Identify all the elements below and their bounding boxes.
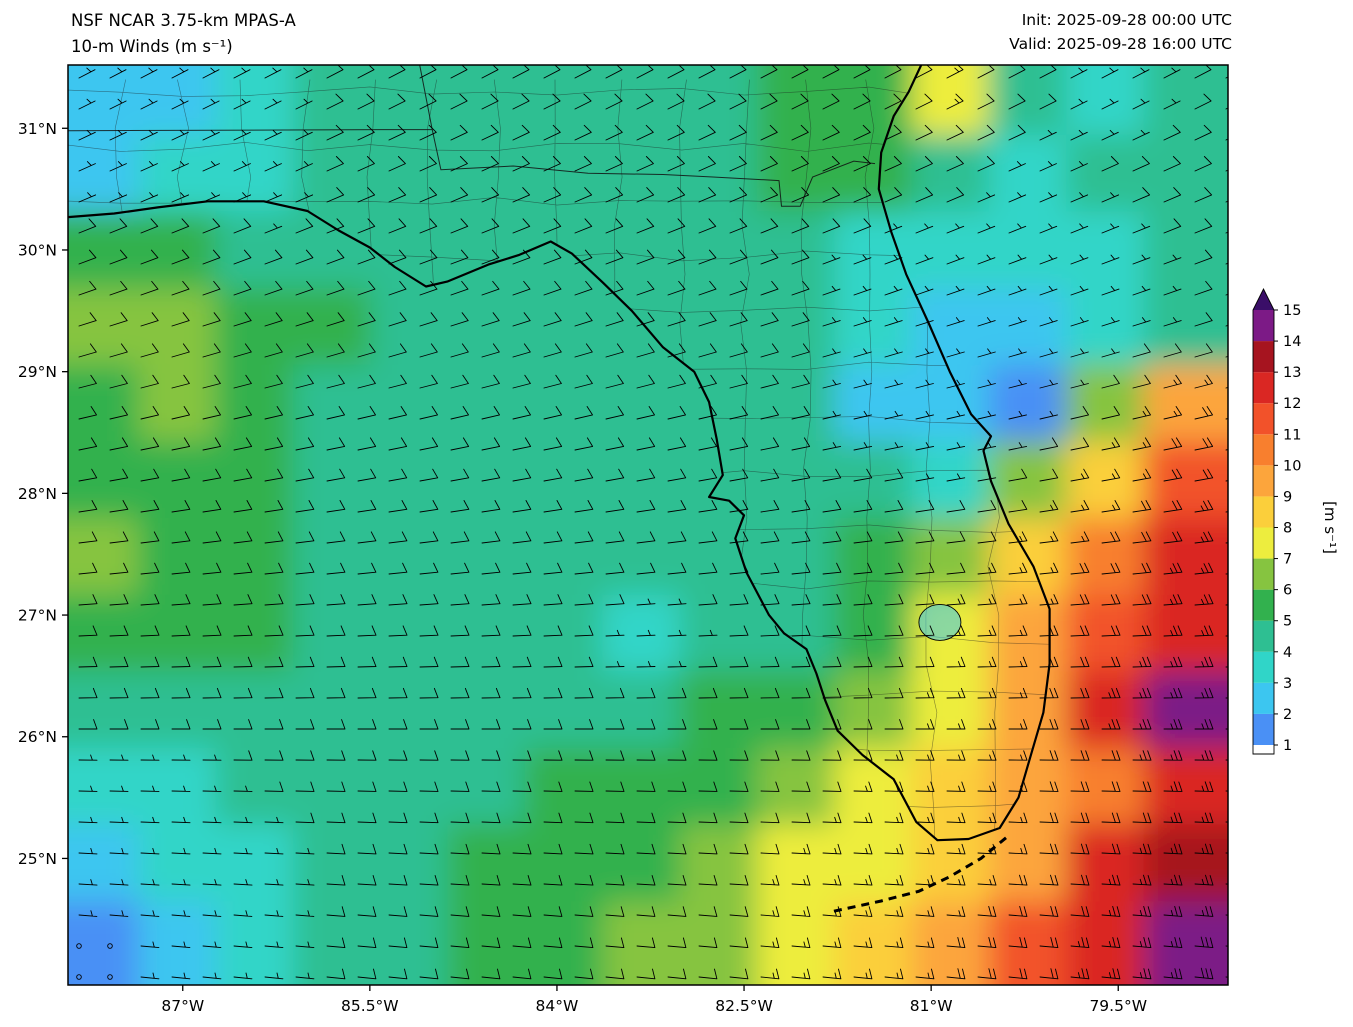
colorbar-tick-label: 11 <box>1283 427 1301 443</box>
colorbar-tick-label: 13 <box>1283 365 1301 381</box>
speed-field <box>68 65 1228 985</box>
valid-time: Valid: 2025-09-28 16:00 UTC <box>1009 35 1232 54</box>
lat-tick-label: 28°N <box>18 485 57 503</box>
colorbar-tick-label: 12 <box>1283 396 1301 412</box>
colorbar-tick-label: 10 <box>1283 458 1301 474</box>
lon-tick-label: 85.5°W <box>341 997 399 1015</box>
florida-keys <box>829 836 1007 914</box>
axes: 31°N 30°N 29°N 28°N 27°N 26°N 25°N 87°W 85.5°W 84… <box>18 120 1147 1015</box>
colorbar-tick-label: 3 <box>1283 676 1292 692</box>
wind-barbs <box>76 65 1228 980</box>
lat-tick-label: 27°N <box>18 607 57 625</box>
lat-tick-label: 30°N <box>18 241 57 259</box>
lat-tick-label: 26°N <box>18 728 57 746</box>
lon-tick-label: 87°W <box>161 997 204 1015</box>
colorbar-tick-label: 2 <box>1283 707 1292 723</box>
lon-tick-label: 82.5°W <box>715 997 773 1015</box>
colorbar-tick-label: 15 <box>1283 303 1301 319</box>
lat-tick-label: 31°N <box>18 120 57 138</box>
lon-tick-label: 84°W <box>536 997 579 1015</box>
colorbar-tick-label: 7 <box>1283 552 1292 568</box>
lon-tick-label: 81°W <box>910 997 953 1015</box>
colorbar-tick-label: 1 <box>1283 738 1292 754</box>
colorbar-tick-label: 6 <box>1283 583 1292 599</box>
colorbar-tick-label: 5 <box>1283 614 1292 630</box>
state-borders <box>68 65 876 207</box>
map-frame <box>67 64 1229 986</box>
lon-tick-label: 79.5°W <box>1089 997 1147 1015</box>
model-title: NSF NCAR 3.75-km MPAS-A <box>71 11 296 30</box>
lat-tick-label: 25°N <box>18 850 57 868</box>
coastline <box>68 65 1051 842</box>
colorbar-tick-label: 14 <box>1283 334 1301 350</box>
product-title: 10-m Winds (m s⁻¹) <box>71 36 233 56</box>
plot-titles: NSF NCAR 3.75-km MPAS-A 10-m Winds (m s⁻… <box>71 8 296 59</box>
colorbar-unit-label: [m s⁻¹] <box>1321 501 1339 554</box>
colorbar-over-arrow <box>1253 289 1274 310</box>
lake-okeechobee <box>918 603 962 641</box>
colorbar-tick-label: 8 <box>1283 521 1292 537</box>
init-time: Init: 2025-09-28 00:00 UTC <box>1021 11 1232 29</box>
lat-tick-label: 29°N <box>18 363 57 381</box>
run-times: Init: 2025-09-28 00:00 UTC Valid: 2025-0… <box>1009 8 1232 56</box>
colorbar-tick-label: 4 <box>1283 645 1292 661</box>
colorbar-tick-label: 9 <box>1283 489 1292 505</box>
